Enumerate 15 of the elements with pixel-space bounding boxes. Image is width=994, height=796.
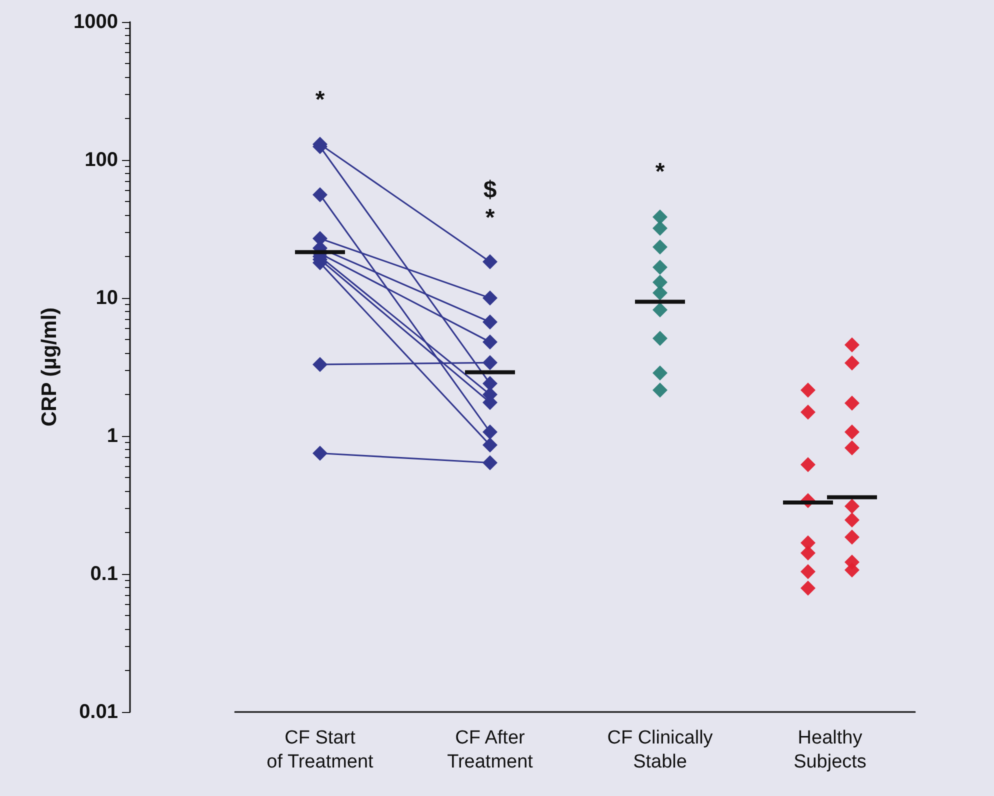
x-tick-label: CF After Treatment xyxy=(447,728,534,772)
x-tick-label: CF Start of Treatment xyxy=(266,728,374,772)
annotation: * xyxy=(315,86,326,114)
y-tick-label: 100 xyxy=(84,149,118,171)
y-axis-title: CRP (µg/ml) xyxy=(38,307,61,427)
x-tick-label: Healthy Subjects xyxy=(794,728,866,772)
annotation: $ xyxy=(483,176,498,204)
x-tick-label: CF Clinically Stable xyxy=(607,728,714,772)
y-tick-label: 0.01 xyxy=(79,701,118,723)
annotation: * xyxy=(655,158,666,186)
y-tick-label: 10 xyxy=(96,287,118,309)
y-tick-label: 1 xyxy=(106,425,118,447)
y-tick-label: 1000 xyxy=(74,11,118,33)
annotation: * xyxy=(485,204,496,232)
y-tick-label: 0.1 xyxy=(90,563,118,585)
